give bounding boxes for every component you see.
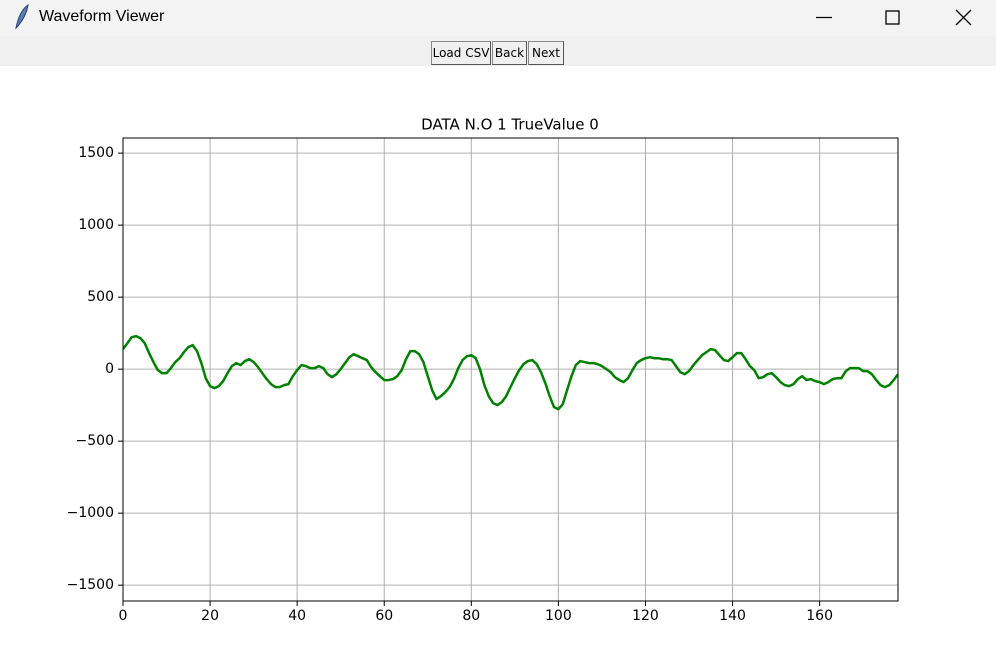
x-tick-label: 120: [632, 608, 659, 624]
load-csv-button[interactable]: Load CSV: [431, 41, 491, 65]
x-tick-label: 160: [806, 608, 833, 624]
window-title: Waveform Viewer: [39, 8, 165, 25]
line: [123, 334, 898, 411]
y-tick-label: 1000: [78, 217, 114, 233]
y-tick-label: −500: [76, 433, 114, 449]
next-button[interactable]: Next: [528, 41, 564, 65]
x-tick-label: 20: [201, 608, 219, 624]
x-tick-label: 140: [719, 608, 746, 624]
x-tick-label: 100: [545, 608, 572, 624]
plot-frame: [122, 137, 899, 602]
app-icon: [15, 3, 29, 30]
y-tick-label: −1000: [67, 505, 114, 521]
y-tick-label: 0: [105, 361, 114, 377]
maximize[interactable]: [885, 10, 900, 25]
chart-title: DATA N.O 1 TrueValue 0: [421, 116, 599, 134]
y-tick-label: −1500: [67, 577, 114, 593]
y-tick-label: 1500: [78, 145, 114, 161]
window-controls: [816, 9, 972, 26]
x-tick-label: 0: [119, 608, 128, 624]
x-tick-label: 80: [462, 608, 480, 624]
x-tick-label: 60: [375, 608, 393, 624]
y-tick-label: 500: [87, 289, 114, 305]
toolbar: Load CSV Back Next: [0, 36, 996, 66]
x-tick-label: 40: [288, 608, 306, 624]
back-button[interactable]: Back: [492, 41, 527, 65]
close[interactable]: [955, 9, 972, 26]
title-bar: Waveform Viewer: [0, 0, 996, 36]
